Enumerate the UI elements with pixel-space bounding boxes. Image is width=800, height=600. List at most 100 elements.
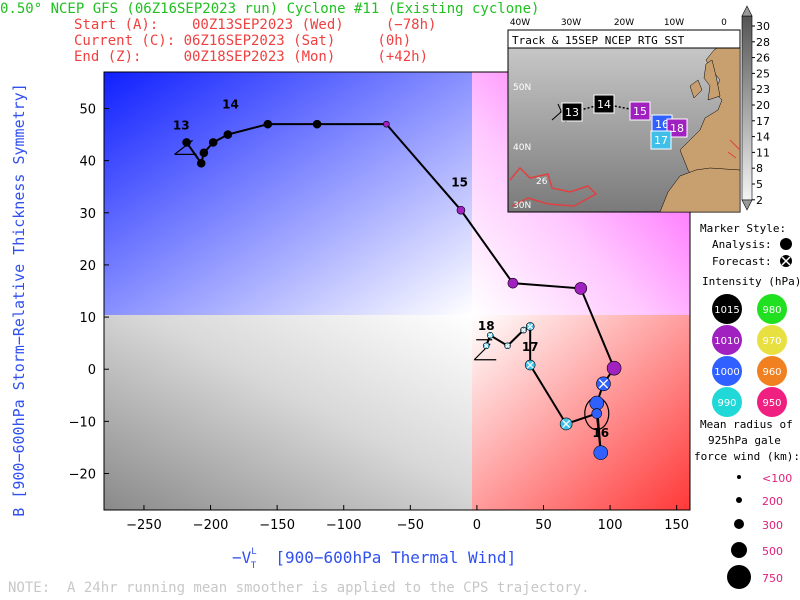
intensity-label: 990	[717, 398, 736, 409]
track-point	[199, 148, 209, 158]
axes: −250 −200 −150 −100 −50 0 50 100 150−20−10010203…	[69, 103, 690, 534]
marker-style-forecast: Forecast:	[712, 255, 772, 268]
marker-style-analysis: Analysis:	[712, 238, 772, 251]
x-tick-label: 100	[598, 518, 623, 533]
y-tick-label: −20	[69, 468, 96, 483]
intensity-label: 960	[762, 367, 781, 378]
radius-marker	[736, 497, 742, 503]
x-axis-label-rest: [900−600hPa Thermal Wind]	[256, 548, 516, 567]
inset-lon-label: 20W	[614, 18, 634, 28]
intensity-swatch	[712, 294, 742, 324]
track-point	[593, 445, 609, 460]
x-tick-label: −50	[397, 518, 424, 533]
inset-track-box	[629, 101, 651, 121]
radius-title-2: 925hPa gale	[708, 434, 781, 447]
marker-style-title: Marker Style:	[700, 222, 786, 235]
intensity-swatch	[712, 356, 742, 386]
intensity-title: Intensity (hPa):	[702, 275, 800, 288]
uk	[703, 59, 721, 101]
intensity-label: 1010	[714, 336, 739, 347]
inset-track-label: 16	[655, 118, 669, 131]
track-point	[196, 158, 206, 168]
y-tick-label: 30	[79, 207, 96, 222]
inset-lon-label: 10W	[664, 18, 684, 28]
colorbar-label: 2	[756, 194, 763, 207]
legend: Marker Style: Analysis: Forecast: Intens…	[694, 218, 800, 589]
colorbar-label: 25	[756, 67, 770, 80]
radius-marker	[731, 542, 747, 558]
x-tick-label: −250	[126, 518, 162, 533]
forecast-cross	[521, 327, 526, 333]
sst-colorbar: 30 28 26 25 23 20 17 14 11 8 5 2	[741, 5, 770, 211]
radius-label: <100	[762, 472, 792, 485]
track-point	[383, 120, 390, 128]
y-tick-label: 0	[88, 363, 96, 378]
track-point	[591, 408, 603, 419]
x-tick-label: −100	[326, 518, 362, 533]
forecast-cross	[526, 361, 534, 369]
colorbar-label: 28	[756, 36, 770, 49]
intensity-swatch	[757, 356, 787, 386]
colorbar-label: 5	[756, 178, 763, 191]
day-label: 15	[451, 176, 468, 190]
inset-lon-label: 40W	[510, 18, 530, 28]
y-axis-label: B [900−600hPa Storm−Relative Thickness S…	[10, 83, 28, 516]
colorbar-label: 8	[756, 162, 763, 175]
forecast-cross	[505, 343, 510, 349]
track-point	[606, 360, 622, 376]
inset-track-label: 14	[597, 98, 611, 111]
intensity-label: 980	[762, 305, 781, 316]
inset-lon-label: 30W	[561, 18, 581, 28]
y-tick-label: 40	[79, 155, 96, 170]
radius-label: 300	[762, 519, 783, 532]
inset-track-box	[593, 94, 615, 114]
forecast-cross	[562, 419, 571, 429]
track-point	[589, 395, 605, 411]
colorbar-label: 26	[756, 52, 770, 65]
day-label: 17	[522, 340, 539, 354]
colorbar-label: 17	[756, 115, 770, 128]
trajectory: 13 14 15 16 17 18	[173, 98, 622, 460]
radius-label: 500	[762, 545, 783, 558]
colorbar-label: 30	[756, 20, 770, 33]
radius-marker	[737, 475, 741, 479]
colorbar-label: 11	[756, 146, 770, 159]
colorbar-label: 20	[756, 99, 770, 112]
inset-lat-label: 40N	[513, 143, 531, 153]
forecast-marker-icon	[780, 255, 792, 267]
inset-track-box	[561, 102, 583, 122]
inset-lon-label: 0	[721, 18, 727, 28]
inset-track-label: 13	[565, 106, 579, 119]
radius-label: 200	[762, 495, 783, 508]
day-label: 14	[222, 98, 239, 112]
radius-label: 750	[762, 572, 783, 585]
y-tick-label: 20	[79, 259, 96, 274]
inset-track-label: 18	[670, 122, 684, 135]
inset-track-box	[650, 130, 672, 150]
forecast-cross	[487, 333, 493, 338]
intensity-swatch	[757, 325, 787, 355]
sst-contour-east	[727, 139, 741, 159]
forecast-cross	[527, 323, 534, 330]
inset-track-box	[666, 118, 688, 138]
colorbar-label: 14	[756, 131, 770, 144]
radius-marker	[734, 519, 744, 529]
track-point	[574, 282, 588, 295]
x-tick-label: −150	[259, 518, 295, 533]
inset-track-label: 17	[654, 134, 668, 147]
x-axis-label-sub: T	[251, 561, 257, 571]
radius-title-1: Mean radius of	[700, 418, 793, 431]
x-tick-label: 150	[664, 518, 689, 533]
y-tick-label: 50	[79, 103, 96, 118]
x-tick-label: 50	[535, 518, 552, 533]
start-date: Start (A): 00Z13SEP2023 (Wed) (−78h)	[74, 17, 436, 33]
intensity-swatch	[712, 325, 742, 355]
colorbar-label: 23	[756, 83, 770, 96]
radius-title-3: force wind (km):	[694, 450, 800, 463]
day-label: 16	[592, 426, 609, 440]
forecast-cross	[598, 379, 609, 389]
y-tick-label: 10	[79, 311, 96, 326]
x-axis-label-v: −V	[232, 548, 252, 567]
inset-lat-label: 50N	[513, 83, 531, 93]
